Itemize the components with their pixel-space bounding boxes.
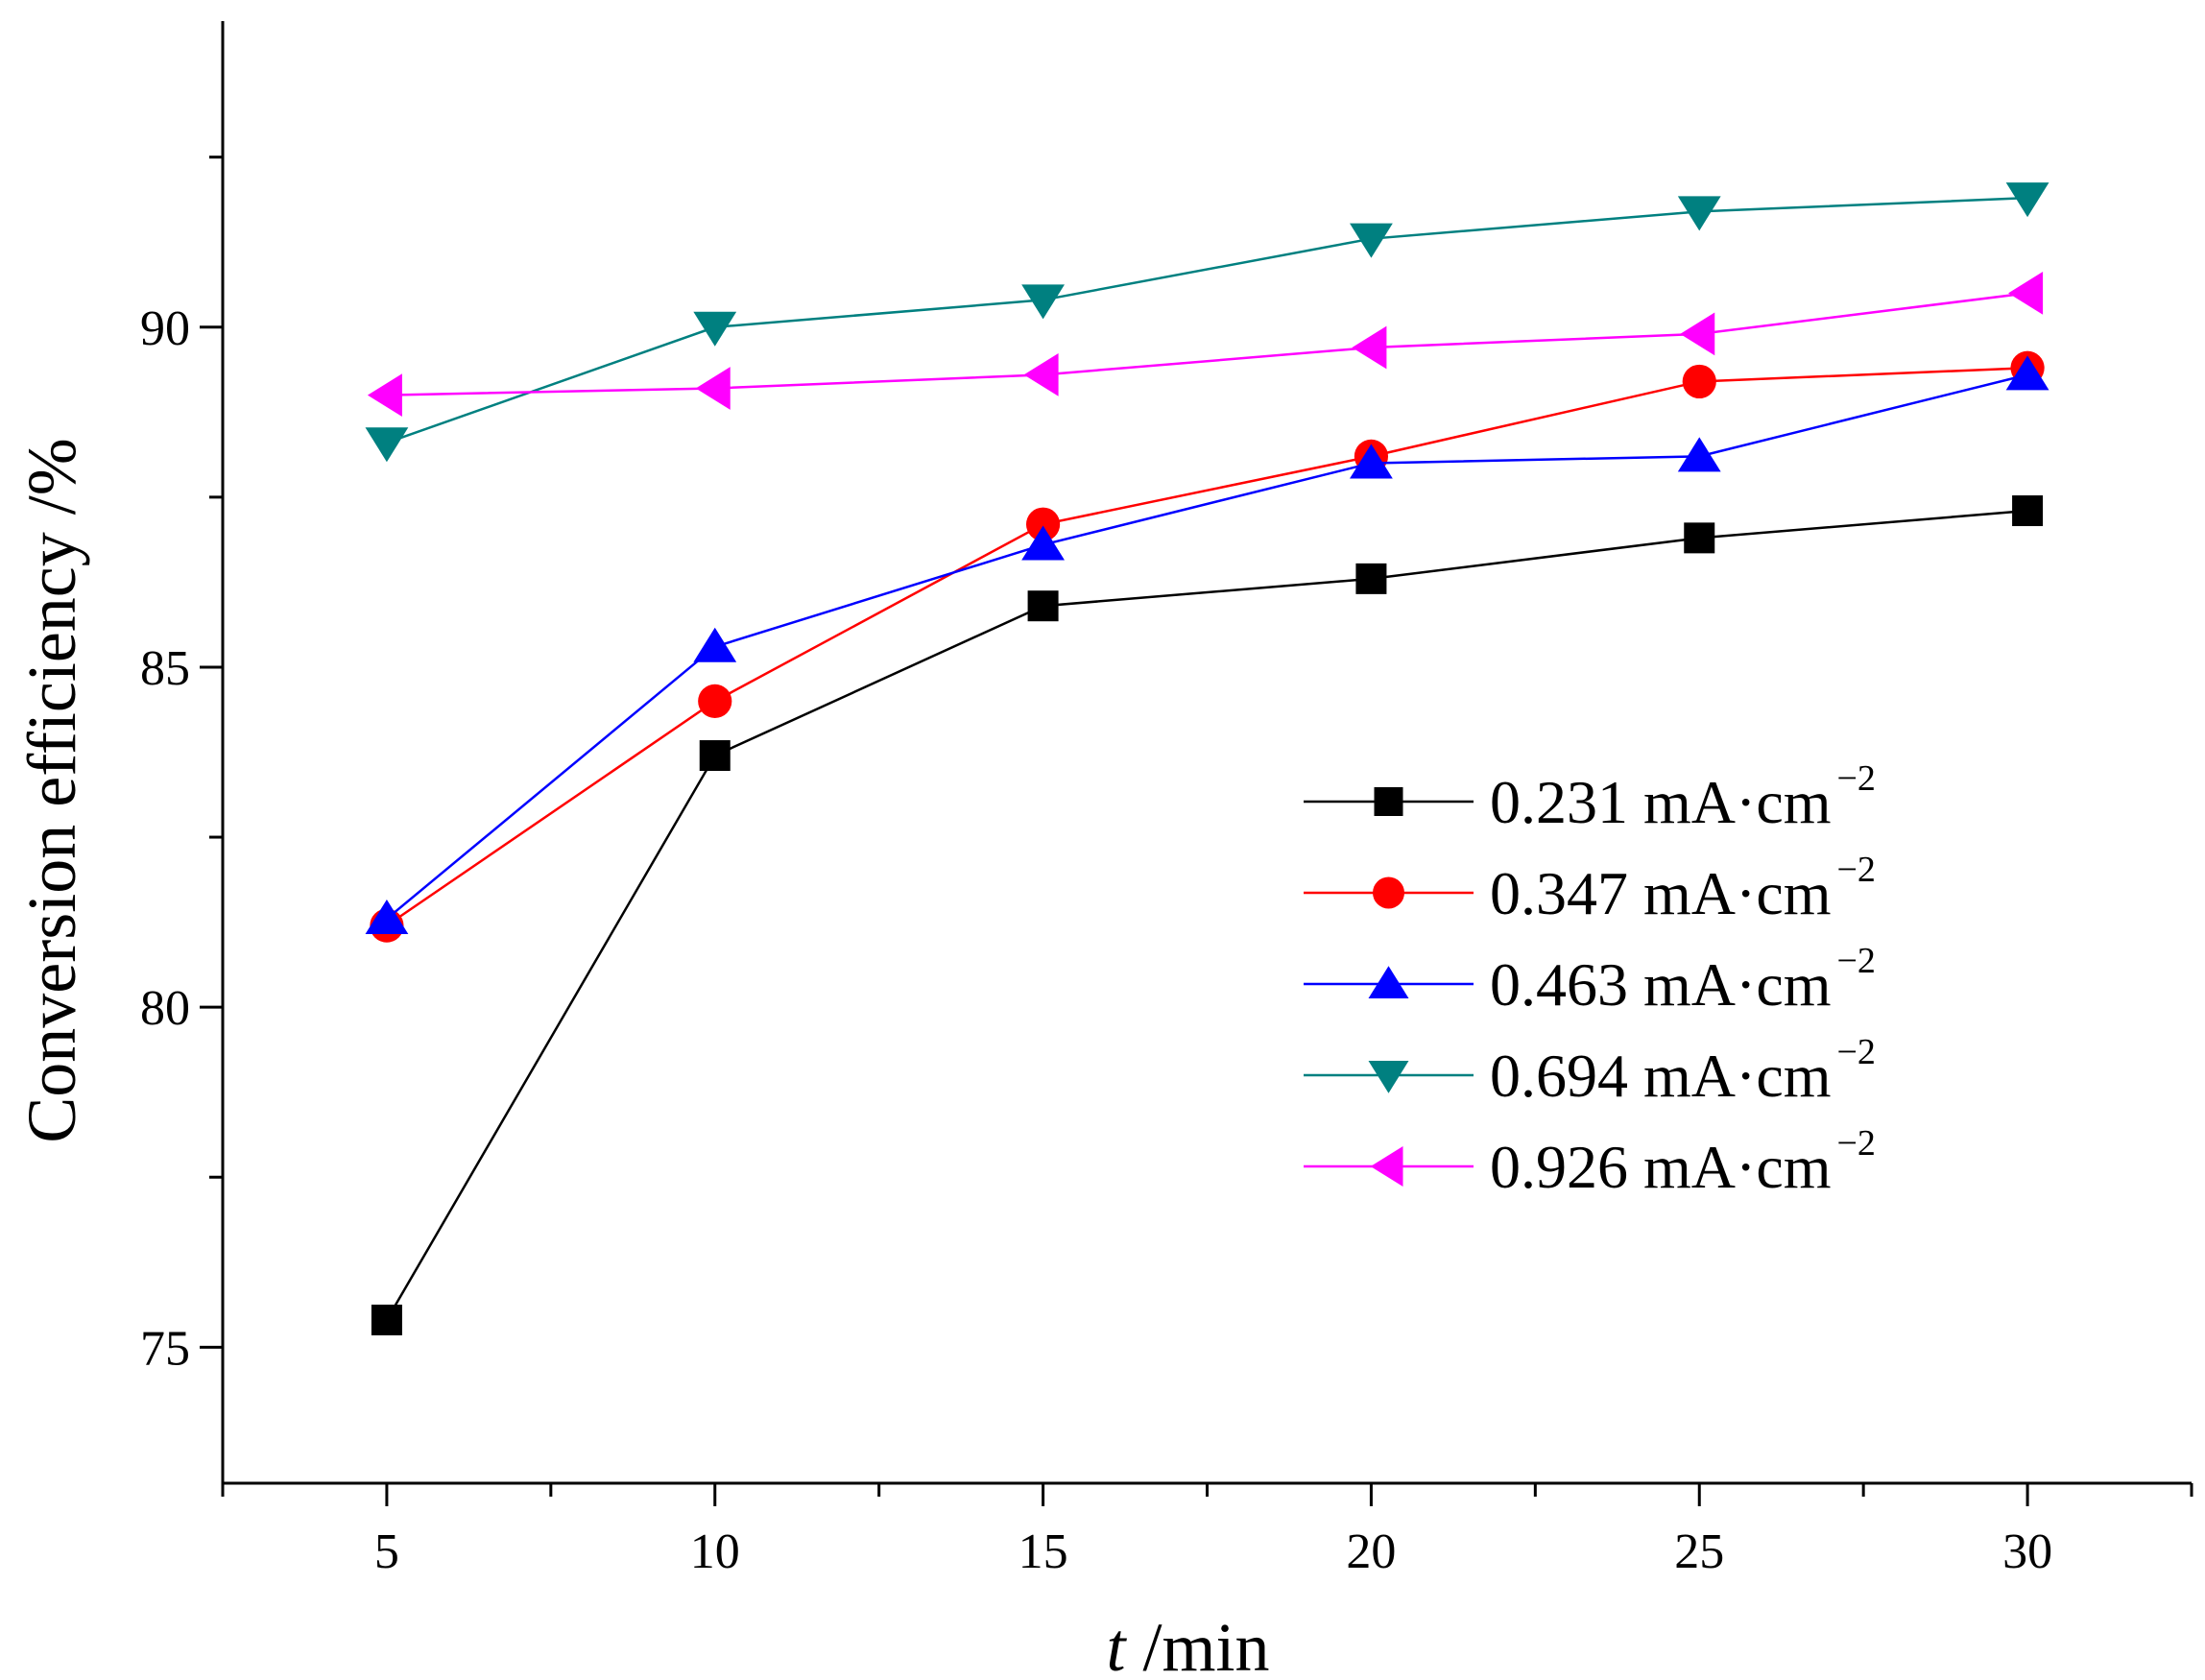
data-point [365,900,409,935]
axes: 5 10 15 20 25 30 75 80 85 90 [140,21,2193,1579]
data-point [1352,325,1387,370]
data-point [1021,284,1065,320]
y-axis-title: Conversion efficiency /% [13,438,90,1142]
data-point [698,684,732,718]
data-point [1025,507,1061,541]
data-point [1350,444,1393,479]
series-3 [365,355,2049,935]
data-point [699,740,731,772]
legend-label-text: 0.231 mA·cm [1490,768,1832,836]
data-point [1684,522,1715,554]
legend-item: 0.347 mA·cm −2 [1304,850,1876,927]
x-axis-title: t/min [1106,1609,1269,1680]
legend-item: 0.231 mA·cm −2 [1304,758,1876,836]
legend-label-exponent: −2 [1837,941,1876,981]
data-point [1350,223,1393,258]
x-axis-title-unit: /min [1143,1609,1270,1680]
data-point [367,373,402,418]
data-point [1355,563,1387,594]
legend-label: 0.694 mA·cm −2 [1490,1032,1876,1110]
x-tick-label: 25 [1674,1524,1724,1579]
data-point [2005,182,2049,218]
x-tick-label: 15 [1019,1524,1068,1579]
legend-item: 0.694 mA·cm −2 [1304,1032,1876,1110]
x-tick-label: 10 [690,1524,740,1579]
legend-marker [1368,966,1409,998]
x-tick-label: 5 [374,1524,399,1579]
axis-titles: t/min Conversion efficiency /% [13,438,1270,1680]
legend-label: 0.926 mA·cm −2 [1490,1123,1876,1201]
data-point [1021,525,1065,561]
legend-label-text: 0.926 mA·cm [1490,1133,1832,1201]
series-line [386,367,2028,927]
data-point [1677,437,1721,472]
data-point [371,1304,402,1335]
legend-label-exponent: −2 [1837,1123,1876,1164]
legend-label-text: 0.347 mA·cm [1490,859,1832,927]
legend-item: 0.926 mA·cm −2 [1304,1123,1876,1201]
data-point [1023,352,1059,396]
data-point [1677,196,1721,231]
legend-marker [1368,1061,1409,1093]
data-point [1680,312,1715,356]
data-point [2008,271,2044,315]
x-tick-label: 30 [2002,1524,2052,1579]
y-tick-label: 75 [140,1321,190,1376]
data-point [1682,364,1716,399]
series-1 [371,495,2044,1335]
series-layer [365,182,2049,1335]
y-tick-label: 80 [140,981,190,1036]
data-point [2005,355,2049,391]
y-tick-label: 90 [140,301,190,356]
x-tick-label: 20 [1346,1524,1396,1579]
data-point [2012,495,2044,527]
data-point [695,367,731,410]
legend-label: 0.463 mA·cm −2 [1490,941,1876,1019]
data-point [693,311,737,347]
series-line [386,373,2028,921]
legend: 0.231 mA·cm −20.347 mA·cm −20.463 mA·cm −20… [1304,758,1876,1201]
legend-marker [1373,876,1404,909]
legend-label-exponent: −2 [1837,1032,1876,1072]
legend-label: 0.231 mA·cm −2 [1490,758,1876,836]
y-tick-label: 85 [140,641,190,696]
legend-label-text: 0.463 mA·cm [1490,950,1832,1019]
legend-marker [1374,787,1403,816]
data-point [365,427,409,463]
data-point [693,627,737,662]
data-point [1027,590,1059,622]
legend-item: 0.463 mA·cm −2 [1304,941,1876,1019]
legend-marker [1370,1146,1403,1187]
legend-label-text: 0.694 mA·cm [1490,1042,1832,1110]
legend-label: 0.347 mA·cm −2 [1490,850,1876,927]
legend-label-exponent: −2 [1837,758,1876,799]
series-5 [367,271,2044,418]
series-line [386,292,2028,396]
x-axis-title-var: t [1106,1609,1127,1680]
series-line [385,509,2028,1321]
legend-label-exponent: −2 [1837,850,1876,890]
series-4 [365,182,2049,463]
series-line [386,196,2028,444]
